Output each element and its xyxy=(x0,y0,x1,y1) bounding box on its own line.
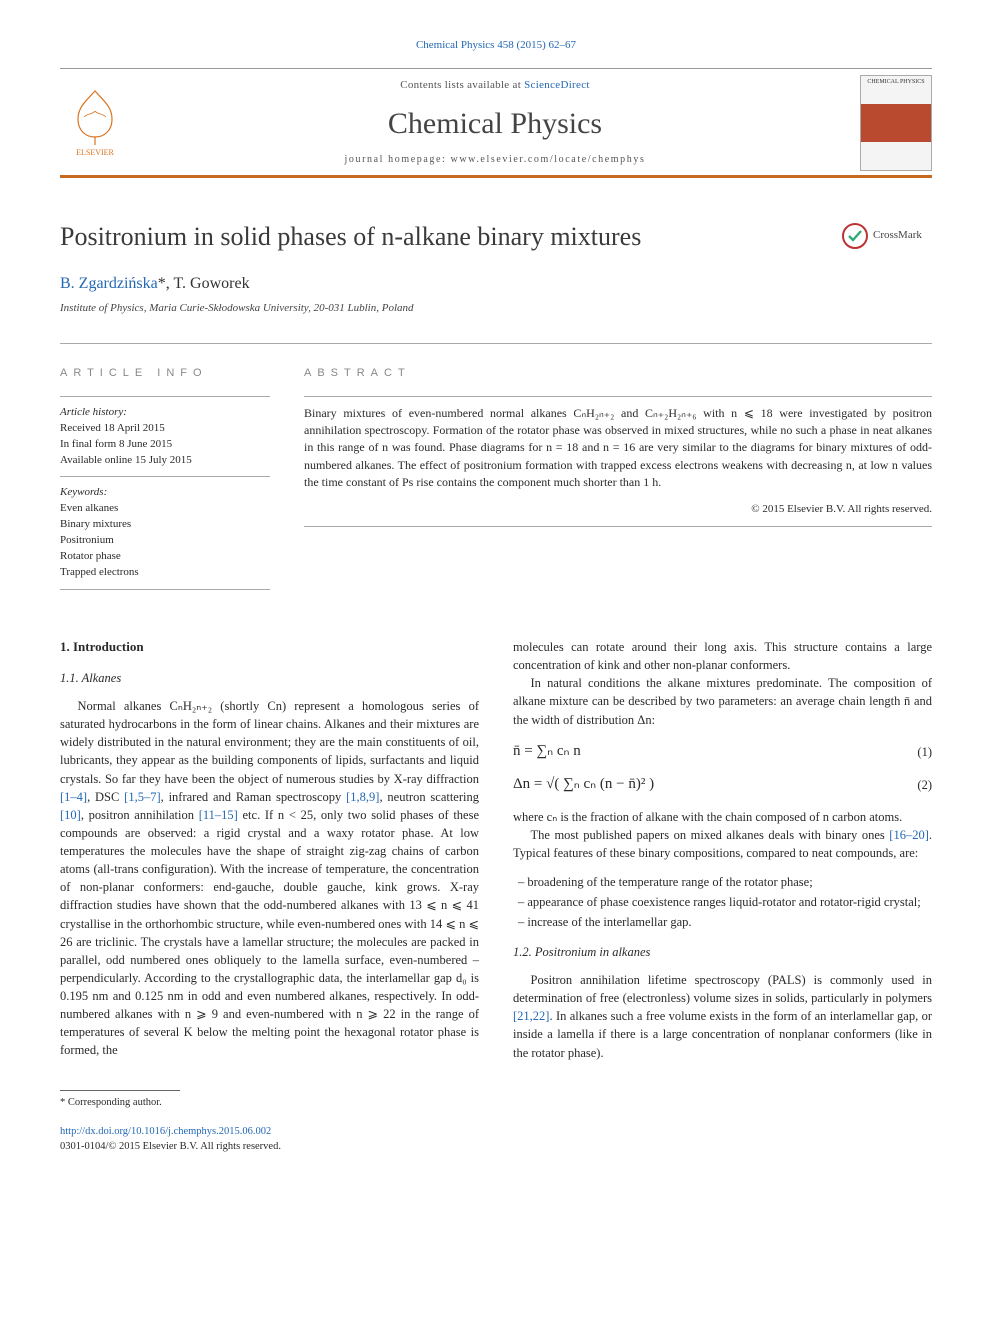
ref-link[interactable]: [21,22] xyxy=(513,1009,549,1023)
article-body: 1. Introduction 1.1. Alkanes Normal alka… xyxy=(60,638,932,1062)
equation-number: (1) xyxy=(902,743,932,761)
paragraph: molecules can rotate around their long a… xyxy=(513,638,932,674)
bullet-list: broadening of the temperature range of t… xyxy=(513,873,932,931)
elsevier-logo[interactable]: ELSEVIER xyxy=(60,80,130,166)
ref-link[interactable]: [1,5–7] xyxy=(124,790,160,804)
ref-link[interactable]: [1,8,9] xyxy=(346,790,379,804)
citation-link[interactable]: Chemical Physics 458 (2015) 62–67 xyxy=(416,39,576,51)
corr-mark: * xyxy=(158,275,166,292)
history-final: In final form 8 June 2015 xyxy=(60,437,270,453)
paragraph: Normal alkanes CₙH₂ₙ₊₂ (shortly Cn) repr… xyxy=(60,697,479,1060)
keyword: Positronium xyxy=(60,533,270,549)
keyword: Rotator phase xyxy=(60,549,270,565)
crossmark-icon xyxy=(842,223,868,249)
paragraph: where cₙ is the fraction of alkane with … xyxy=(513,808,932,826)
subsection-heading: 1.2. Positronium in alkanes xyxy=(513,943,932,961)
subsection-heading: 1.1. Alkanes xyxy=(60,669,479,687)
journal-cover-thumb[interactable]: CHEMICAL PHYSICS xyxy=(860,75,932,171)
article-title: Positronium in solid phases of n-alkane … xyxy=(60,218,824,256)
corresponding-note: * Corresponding author. xyxy=(60,1095,932,1110)
paragraph: Positron annihilation lifetime spectrosc… xyxy=(513,971,932,1062)
keywords-label: Keywords: xyxy=(60,485,270,501)
info-heading: ARTICLE INFO xyxy=(60,366,270,382)
list-item: increase of the interlamellar gap. xyxy=(513,913,932,931)
paragraph: The most published papers on mixed alkan… xyxy=(513,826,932,862)
elsevier-tree-icon xyxy=(68,87,122,147)
homepage-url[interactable]: www.elsevier.com/locate/chemphys xyxy=(451,154,646,165)
copyright-line: © 2015 Elsevier B.V. All rights reserved… xyxy=(304,502,932,518)
keyword: Binary mixtures xyxy=(60,517,270,533)
crossmark-badge[interactable]: CrossMark xyxy=(842,218,932,254)
ref-link[interactable]: [11–15] xyxy=(199,808,238,822)
sciencedirect-link[interactable]: ScienceDirect xyxy=(524,79,590,91)
equation: n̄ = ∑ₙ cₙ n (1) xyxy=(513,741,932,763)
journal-header: ELSEVIER Contents lists available at Sci… xyxy=(60,68,932,178)
history-received: Received 18 April 2015 xyxy=(60,421,270,437)
abstract-text: Binary mixtures of even-numbered normal … xyxy=(304,405,932,492)
ref-link[interactable]: [1–4] xyxy=(60,790,87,804)
article-info: ARTICLE INFO Article history: Received 1… xyxy=(60,366,270,598)
equation: Δn = √( ∑ₙ cₙ (n − n̄)² ) (2) xyxy=(513,774,932,796)
equation-number: (2) xyxy=(902,776,932,794)
keyword: Even alkanes xyxy=(60,501,270,517)
keyword: Trapped electrons xyxy=(60,565,270,581)
history-online: Available online 15 July 2015 xyxy=(60,453,270,469)
ref-link[interactable]: [10] xyxy=(60,808,81,822)
ref-link[interactable]: [16–20] xyxy=(889,828,929,842)
citation-line: Chemical Physics 458 (2015) 62–67 xyxy=(60,38,932,54)
section-heading: 1. Introduction xyxy=(60,638,479,657)
author-1[interactable]: B. Zgardzińska xyxy=(60,275,158,292)
abstract-heading: ABSTRACT xyxy=(304,366,932,382)
issn-line: 0301-0104/© 2015 Elsevier B.V. All right… xyxy=(60,1139,932,1154)
equation-body: Δn = √( ∑ₙ cₙ (n − n̄)² ) xyxy=(513,774,902,796)
homepage-line: journal homepage: www.elsevier.com/locat… xyxy=(144,153,846,168)
affiliation: Institute of Physics, Maria Curie-Skłodo… xyxy=(60,301,824,317)
authors-line: B. Zgardzińska*, T. Goworek xyxy=(60,272,824,295)
author-2: T. Goworek xyxy=(173,275,249,292)
list-item: broadening of the temperature range of t… xyxy=(513,873,932,891)
elsevier-label: ELSEVIER xyxy=(76,147,114,159)
journal-name: Chemical Physics xyxy=(144,102,846,146)
history-label: Article history: xyxy=(60,405,270,421)
page-footer: * Corresponding author. http://dx.doi.or… xyxy=(60,1090,932,1155)
equation-body: n̄ = ∑ₙ cₙ n xyxy=(513,741,902,763)
abstract-block: ABSTRACT Binary mixtures of even-numbere… xyxy=(304,366,932,598)
divider xyxy=(60,343,932,344)
list-item: appearance of phase coexistence ranges l… xyxy=(513,893,932,911)
contents-line: Contents lists available at ScienceDirec… xyxy=(144,78,846,94)
doi-link[interactable]: http://dx.doi.org/10.1016/j.chemphys.201… xyxy=(60,1126,271,1137)
paragraph: In natural conditions the alkane mixture… xyxy=(513,674,932,728)
